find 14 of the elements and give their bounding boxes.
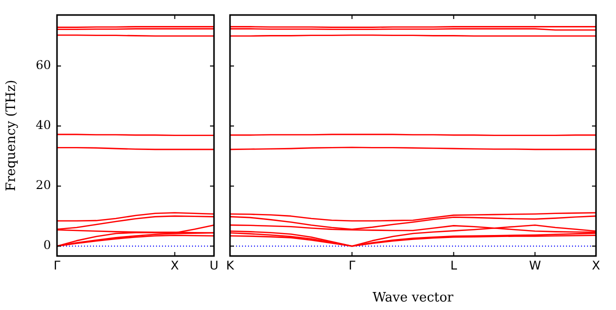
- x-tick-label: U: [210, 258, 218, 272]
- y-tick-label: 0: [43, 238, 51, 252]
- x-tick-label: K: [226, 258, 236, 272]
- x-tick-label: L: [450, 258, 458, 272]
- y-tick-label: 60: [36, 58, 51, 72]
- x-tick-label: W: [529, 258, 542, 272]
- x-tick-label: X: [592, 258, 600, 272]
- x-tick-label: Γ: [54, 258, 61, 272]
- x-tick-label: X: [170, 258, 179, 272]
- y-tick-label: 20: [36, 178, 51, 192]
- y-tick-label: 40: [36, 118, 51, 132]
- x-axis-title: Wave vector: [372, 290, 454, 306]
- x-tick-label: Γ: [348, 258, 356, 272]
- y-axis-title: Frequency (THz): [4, 80, 20, 192]
